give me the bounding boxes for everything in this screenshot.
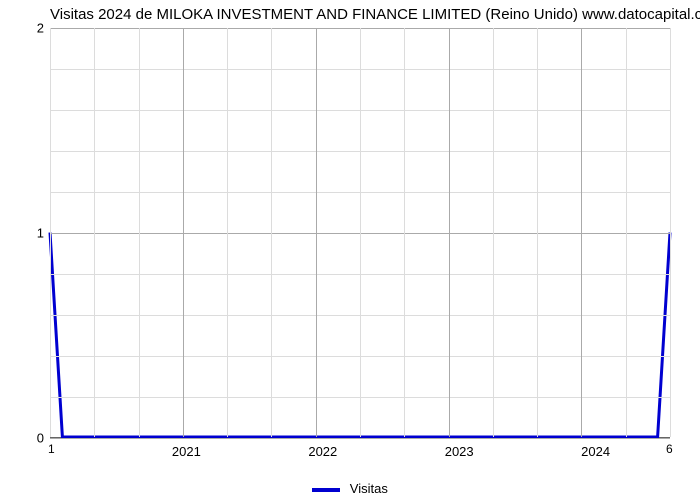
plot-area [50,28,670,438]
legend-label: Visitas [350,481,388,496]
chart-container: Visitas 2024 de MILOKA INVESTMENT AND FI… [0,0,700,500]
x-axis-end: 6 [666,442,673,456]
y-tick-label: 1 [28,226,44,241]
x-axis-start: 1 [48,442,55,456]
y-tick-label: 2 [28,21,44,36]
y-tick-label: 0 [28,431,44,446]
chart-title: Visitas 2024 de MILOKA INVESTMENT AND FI… [50,6,700,23]
x-tick-label: 2022 [308,444,337,459]
x-tick-label: 2024 [581,444,610,459]
legend: Visitas [0,481,700,496]
x-tick-label: 2021 [172,444,201,459]
x-tick-label: 2023 [445,444,474,459]
legend-swatch [312,488,340,492]
